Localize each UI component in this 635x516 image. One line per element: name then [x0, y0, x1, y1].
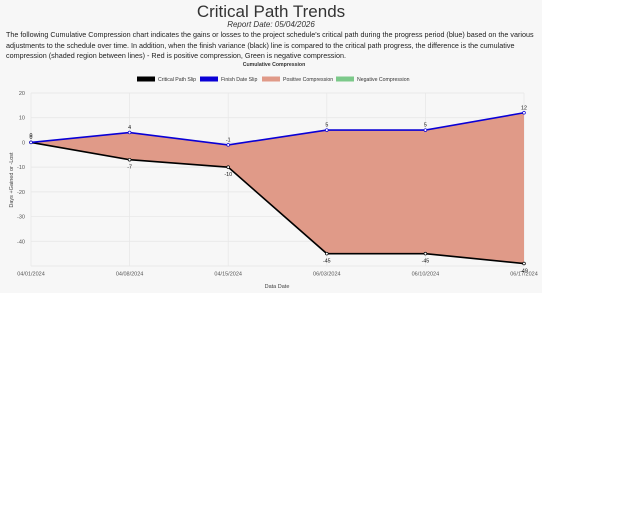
critical-path-slip-point — [522, 261, 526, 266]
x-tick-label: 04/01/2024 — [17, 272, 45, 278]
cumulative-compression-chart: Cumulative Compression Critical Path Slip… — [9, 62, 538, 290]
critical-path-slip-line — [30, 141, 525, 265]
legend-label-finish-date-slip: Finish Date Slip — [221, 77, 257, 83]
finish-date-slip-data-label: 5 — [325, 123, 328, 129]
finish-date-slip-data-label: 4 — [128, 125, 131, 131]
x-tick-label: 06/17/2024 — [510, 272, 538, 278]
finish-date-slip-point — [325, 128, 329, 132]
x-tick-label: 04/15/2024 — [214, 272, 242, 278]
critical-path-slip-point — [127, 157, 132, 162]
critical-path-slip-point — [325, 251, 329, 256]
finish-date-slip-point — [127, 130, 132, 135]
page-title: Critical Path Trends — [196, 2, 346, 21]
legend-swatch-finish-date-slip — [200, 76, 218, 82]
x-tick-label: 06/03/2024 — [313, 272, 341, 278]
chart-panel: Critical Path Trends Report Date: 05/04/… — [0, 0, 542, 293]
finish-date-slip-point — [423, 128, 428, 132]
finish-date-slip-point — [522, 111, 526, 115]
y-axis-title: Days +Gained or -Lost — [9, 152, 15, 208]
critical-path-slip-data-label: -49 — [520, 269, 528, 275]
finish-date-slip-point — [226, 143, 230, 147]
y-tick-label: 20 — [19, 91, 25, 97]
x-tick-label: 04/08/2024 — [116, 272, 144, 278]
critical-path-slip-data-label: -10 — [224, 172, 232, 178]
legend-swatch-negative-compression — [336, 76, 354, 82]
critical-path-slip-data-label: -45 — [323, 259, 331, 265]
finish-date-slip-data-label: 12 — [521, 105, 527, 111]
positive-compression-area — [31, 112, 524, 264]
legend-swatch-positive-compression — [262, 76, 280, 82]
finish-date-slip-data-label: 0 — [30, 135, 33, 141]
legend-label-critical-path-slip: Critical Path Slip — [158, 77, 196, 83]
finish-date-slip-data-label: -1 — [226, 137, 231, 143]
critical-path-slip-data-label: -7 — [127, 165, 132, 171]
finish-date-slip-data-label: 5 — [424, 123, 427, 129]
critical-path-slip-data-label: -45 — [422, 259, 430, 265]
intro-paragraph: The following Cumulative Compression cha… — [6, 30, 534, 60]
x-axis-title: Data Date — [265, 284, 290, 290]
critical-path-slip-point — [226, 165, 230, 169]
chart-title: Cumulative Compression — [243, 62, 306, 68]
y-tick-label: -40 — [17, 239, 25, 245]
legend-swatch-critical-path-slip — [137, 76, 155, 82]
legend-label-positive-compression: Positive Compression — [283, 77, 333, 83]
finish-date-slip-line — [30, 111, 525, 146]
y-tick-label: 10 — [19, 116, 25, 122]
report-date: Report Date: 05/04/2026 — [227, 20, 315, 29]
x-tick-label: 06/10/2024 — [412, 272, 440, 278]
critical-path-slip-point — [423, 251, 428, 256]
critical-path-slip-data-label: 0 — [30, 133, 33, 139]
legend-label-negative-compression: Negative Compression — [357, 77, 410, 83]
y-tick-label: -10 — [17, 165, 25, 171]
finish-date-slip-point — [29, 140, 33, 145]
y-tick-label: -20 — [17, 190, 25, 196]
y-tick-label: -30 — [17, 215, 25, 221]
y-tick-label: 0 — [22, 140, 25, 146]
